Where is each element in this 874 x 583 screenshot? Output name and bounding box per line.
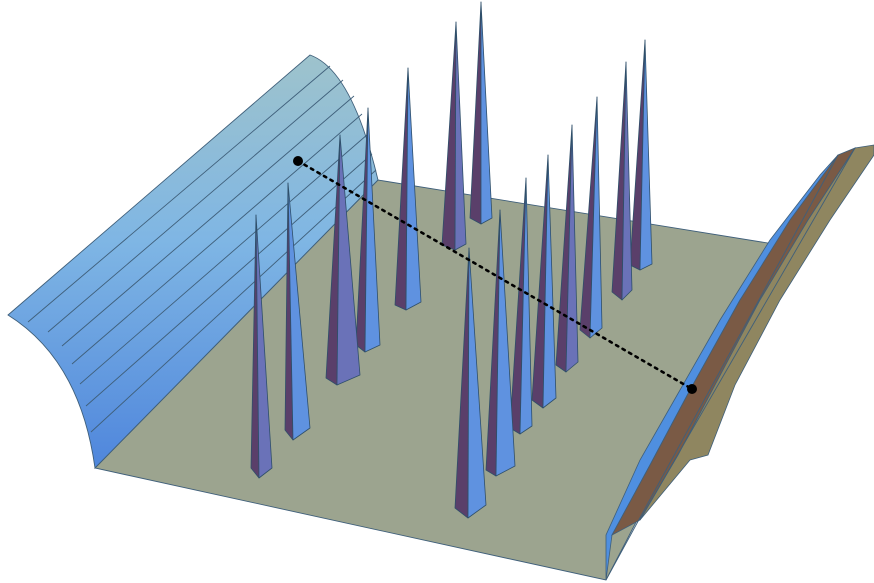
spike-light-face [495, 209, 516, 477]
spike-group [250, 1, 653, 519]
spike-light-face [639, 39, 653, 271]
path-end-point [687, 384, 697, 394]
dotted-path-line [296, 159, 694, 391]
spike [284, 182, 311, 441]
spike-light-face [364, 107, 381, 353]
spike [250, 214, 273, 479]
path-start-point [293, 156, 303, 166]
spike [454, 247, 487, 519]
spike [394, 67, 422, 311]
spike [531, 154, 557, 409]
spike [509, 177, 533, 435]
spike [355, 107, 381, 353]
spike-light-face [480, 1, 493, 225]
right-ridge [605, 144, 874, 581]
spike-light-face [287, 182, 311, 441]
spike [629, 39, 653, 271]
spike [441, 21, 467, 251]
spike [485, 209, 516, 477]
spike-light-face [405, 67, 422, 311]
spike-dark-face [469, 1, 482, 225]
spike-light-face [542, 154, 557, 409]
left-wall [7, 54, 379, 469]
spike-light-face [467, 247, 487, 519]
spike-light-face [519, 177, 533, 435]
spike-light-face [621, 61, 633, 301]
spike-light-face [255, 214, 273, 479]
spike [325, 134, 361, 386]
spike-light-face [454, 21, 467, 251]
spike-dark-face [441, 21, 457, 251]
spike-light-face [336, 134, 361, 386]
spike-light-face [565, 124, 579, 373]
spike [555, 124, 579, 373]
spike [469, 1, 493, 225]
spike [611, 61, 633, 301]
